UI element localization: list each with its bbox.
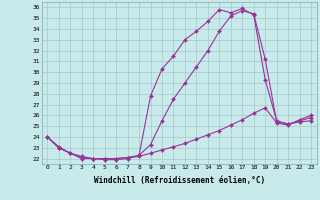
X-axis label: Windchill (Refroidissement éolien,°C): Windchill (Refroidissement éolien,°C) bbox=[94, 176, 265, 185]
